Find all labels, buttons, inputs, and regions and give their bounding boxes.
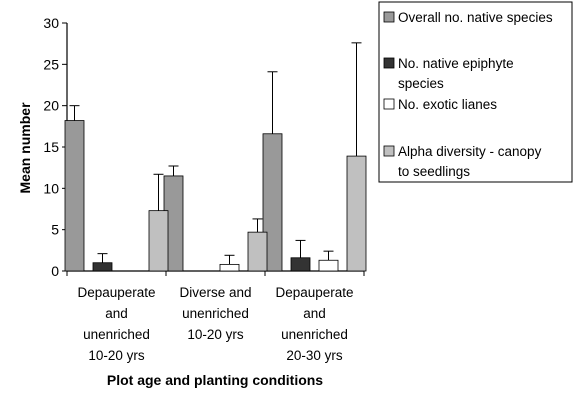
legend: Overall no. native species No. native epi…	[378, 1, 573, 183]
x-category-label-line: 10-20 yrs	[187, 327, 244, 342]
bar	[148, 210, 169, 272]
legend-box	[378, 1, 573, 183]
bars	[64, 120, 367, 272]
x-category-label-line: 10-20 yrs	[88, 348, 145, 363]
error-bars	[69, 42, 362, 265]
y-tick-label: 15	[43, 139, 59, 155]
legend-entry: Alpha diversity - canopy to seedlings	[398, 144, 542, 179]
bar	[64, 120, 85, 272]
y-tick-label: 5	[51, 222, 59, 238]
x-axis-title: Plot age and planting conditions	[107, 372, 323, 388]
x-category-label-line: unenriched	[83, 327, 150, 342]
legend-entry-line: species	[398, 76, 444, 91]
x-category-label-line: and	[303, 306, 326, 321]
x-category-label-line: Diverse and	[179, 285, 251, 300]
legend-swatch	[383, 98, 395, 110]
y-tick-label: 20	[43, 98, 59, 114]
y-axis-title: Mean number	[17, 102, 33, 194]
x-category-label-line: Depauperate	[77, 285, 155, 300]
legend-swatch	[383, 57, 395, 69]
y-tick-label: 25	[43, 56, 59, 72]
x-category-label: Depauperate and unenriched 20-30 yrs	[275, 285, 353, 363]
legend-entry-line: Alpha diversity - canopy	[398, 144, 542, 159]
bar	[247, 231, 268, 272]
x-category-label-line: Depauperate	[275, 285, 353, 300]
bar	[219, 263, 240, 272]
x-axis: Depauperate and unenriched 10-20 yrsDiverse…	[66, 270, 365, 363]
bar	[346, 155, 367, 272]
x-category-label-line: 20-30 yrs	[286, 348, 343, 363]
legend-entry: No. exotic lianes	[398, 97, 497, 112]
y-tick-label: 30	[43, 15, 59, 31]
legend-swatch	[383, 145, 395, 157]
bar	[290, 257, 311, 272]
legend-entry: No. native epiphyte species	[398, 56, 514, 91]
x-category-label-line: and	[105, 306, 128, 321]
y-tick-label: 0	[51, 263, 59, 279]
x-category-label-line: unenriched	[281, 327, 348, 342]
bar	[318, 259, 339, 272]
legend-swatch	[383, 11, 395, 23]
legend-entry-line: No. exotic lianes	[398, 97, 497, 112]
bar	[92, 262, 113, 272]
x-category-label: Depauperate and unenriched 10-20 yrs	[77, 285, 155, 363]
y-tick-label: 10	[43, 180, 59, 196]
legend-entry-line: No. native epiphyte	[398, 56, 514, 71]
legend-entry: Overall no. native species	[398, 10, 553, 25]
legend-entry-line: to seedlings	[398, 164, 470, 179]
legend-entry-line: Overall no. native species	[398, 10, 553, 25]
x-category-label: Diverse and unenriched 10-20 yrs	[179, 285, 251, 342]
x-category-label-line: unenriched	[182, 306, 249, 321]
y-axis: 0 5 10 15 20 25 30	[43, 15, 68, 279]
